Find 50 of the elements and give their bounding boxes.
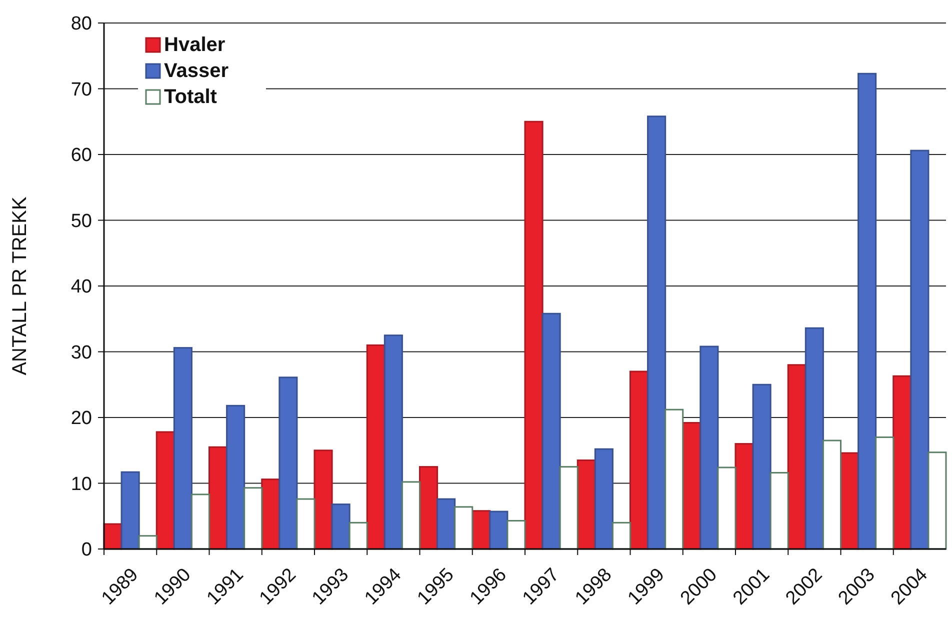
legend-label: Totalt — [164, 86, 218, 108]
bar — [875, 436, 894, 550]
bar — [278, 376, 298, 550]
bar — [612, 522, 631, 550]
bar — [594, 448, 614, 550]
y-tick-label: 10 — [70, 474, 92, 495]
bar — [700, 346, 719, 550]
bar — [226, 404, 246, 550]
bar — [190, 494, 210, 550]
bar — [858, 72, 877, 550]
y-tick-label: 50 — [70, 210, 92, 232]
bar — [489, 510, 508, 550]
y-tick-label: 20 — [70, 408, 92, 430]
bar — [910, 150, 930, 550]
legend-label: Hvaler — [164, 34, 226, 56]
bar — [156, 431, 175, 550]
legend-label: Vasser — [164, 60, 229, 82]
y-tick-label: 80 — [70, 14, 92, 35]
bar — [244, 487, 263, 550]
bar — [559, 466, 578, 550]
bar — [366, 344, 386, 550]
bar — [524, 120, 544, 550]
y-tick-label: 70 — [70, 79, 92, 100]
bar — [436, 498, 456, 550]
bar — [296, 498, 316, 550]
y-tick-label: 0 — [81, 540, 92, 561]
bar — [120, 471, 140, 550]
bar — [314, 450, 333, 550]
bar — [173, 347, 192, 550]
y-axis-title: ANTALL PR TREKK — [9, 196, 31, 376]
bar — [331, 504, 350, 550]
y-tick-label: 60 — [70, 145, 92, 166]
bar — [804, 327, 824, 550]
bar — [717, 466, 736, 550]
bar — [822, 440, 842, 550]
bar — [506, 520, 526, 550]
y-tick-label: 40 — [70, 276, 92, 298]
bar — [752, 384, 772, 550]
bar — [454, 506, 474, 550]
bar — [401, 481, 420, 550]
bar — [138, 535, 158, 550]
bar — [542, 312, 561, 550]
y-tick-label: 30 — [70, 342, 92, 364]
bar — [928, 452, 947, 550]
bar — [770, 472, 789, 550]
bar — [348, 522, 368, 550]
bar — [664, 408, 684, 550]
bar — [384, 334, 403, 550]
bar — [630, 370, 649, 550]
bar — [647, 116, 666, 550]
